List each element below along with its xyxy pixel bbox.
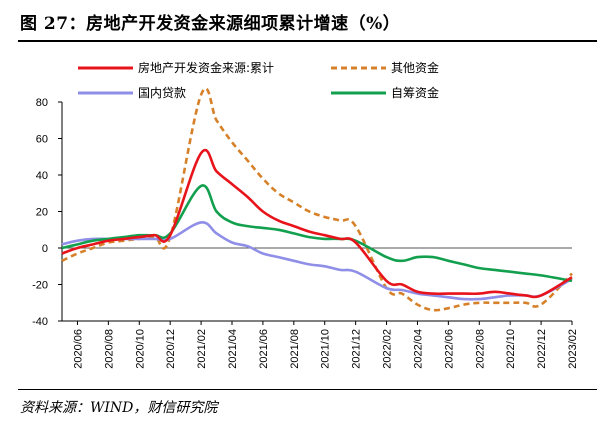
y-tick-label: -40	[32, 316, 48, 328]
x-tick-label: 2020/10	[134, 329, 146, 369]
x-tick-label: 2022/02	[382, 329, 394, 369]
title-rule	[18, 40, 597, 42]
x-tick-label: 2022/04	[412, 329, 424, 369]
y-tick-label: 20	[36, 207, 48, 219]
x-tick-label: 2022/10	[505, 329, 517, 369]
y-tick-label: 80	[36, 97, 48, 109]
x-tick-label: 2023/02	[567, 329, 579, 369]
series-line-1	[61, 87, 573, 312]
x-tick-label: 2020/06	[72, 329, 84, 369]
legend-label-1: 其他资金	[391, 60, 439, 75]
x-tick-label: 2021/02	[196, 329, 208, 369]
x-tick-label: 2022/08	[474, 329, 486, 369]
y-tick-label: 40	[36, 170, 48, 182]
x-tick-label: 2021/08	[289, 329, 301, 369]
series-line-3	[61, 184, 573, 283]
y-tick-label: 60	[36, 134, 48, 146]
series-line-2	[61, 221, 573, 301]
x-tick-label: 2020/12	[165, 329, 177, 369]
x-tick-label: 2022/12	[536, 329, 548, 369]
x-tick-label: 2020/08	[103, 329, 115, 369]
legend-label-0: 房地产开发资金来源:累计	[138, 60, 274, 75]
source-rule	[18, 389, 597, 390]
x-tick-label: 2021/12	[351, 329, 363, 369]
y-tick-label: -20	[32, 280, 48, 292]
source-note: 资料来源：WIND，财信研究院	[20, 400, 218, 416]
legend-label-2: 国内贷款	[138, 86, 186, 100]
x-tick-label: 2021/04	[227, 329, 239, 369]
y-tick-label: 0	[42, 243, 48, 255]
legend-label-3: 自筹资金	[391, 85, 439, 100]
x-tick-label: 2022/06	[443, 329, 455, 369]
x-tick-label: 2021/10	[320, 329, 332, 369]
series-line-0	[61, 149, 573, 299]
chart-title: 图 27：房地产开发资金来源细项累计增速（%）	[20, 14, 401, 34]
x-tick-label: 2021/06	[258, 329, 270, 369]
